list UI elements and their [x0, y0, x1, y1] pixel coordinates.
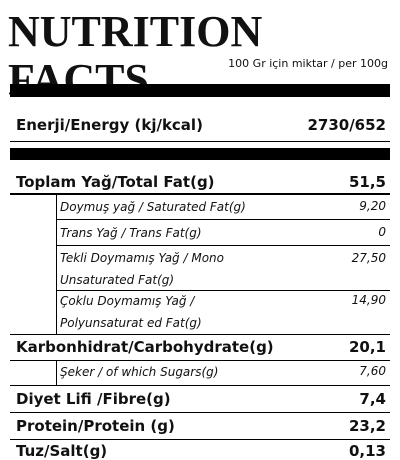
thick-bar: [10, 148, 390, 160]
row-value: 51,5: [348, 173, 386, 191]
rule: [10, 360, 390, 361]
row-value: 23,2: [348, 417, 386, 435]
row-label: Karbonhidrat/Carbohydrate(g): [16, 338, 274, 356]
row-label: Doymuş yağ / Saturated Fat(g): [60, 200, 246, 214]
energy-value: 2730/652: [307, 116, 386, 134]
row-label: Unsaturated Fat(g): [60, 273, 175, 287]
rule: [56, 219, 390, 220]
row-value: 9,20: [359, 199, 386, 213]
row-value: 27,50: [351, 251, 386, 265]
row-label: Toplam Yağ/Total Fat(g): [16, 173, 215, 191]
row-value: 7,60: [359, 364, 386, 378]
row-label: Polyunsaturat ed Fat(g): [60, 316, 202, 330]
rule: [56, 290, 390, 291]
rule: [10, 141, 390, 142]
rule: [10, 412, 390, 413]
subtitle: 100 Gr için miktar / per 100g: [228, 57, 388, 70]
rule: [10, 385, 390, 386]
rule: [10, 193, 390, 195]
title: NUTRITION FACTS: [8, 7, 263, 104]
row-label: Protein/Protein (g): [16, 417, 175, 435]
energy-label: Enerji/Energy (kj/kcal): [16, 116, 203, 134]
rule: [56, 245, 390, 246]
row-label: Trans Yağ / Trans Fat(g): [60, 226, 202, 240]
row-label: Tekli Doymamış Yağ / Mono: [60, 251, 224, 265]
row-value: 0,13: [348, 442, 386, 460]
row-value: 20,1: [348, 338, 386, 356]
row-value: 7,4: [359, 390, 386, 408]
rule: [10, 439, 390, 440]
indent-line: [56, 195, 57, 334]
rule: [10, 334, 390, 335]
row-label: Şeker / of which Sugars(g): [60, 365, 219, 379]
thick-bar: [10, 84, 390, 97]
row-value: 14,90: [351, 293, 386, 307]
row-label: Diyet Lifi /Fibre(g): [16, 390, 171, 408]
row-value: 0: [378, 225, 386, 239]
indent-line: [56, 360, 57, 385]
row-label: Çoklu Doymamış Yağ /: [60, 294, 195, 308]
row-label: Tuz/Salt(g): [16, 442, 108, 460]
